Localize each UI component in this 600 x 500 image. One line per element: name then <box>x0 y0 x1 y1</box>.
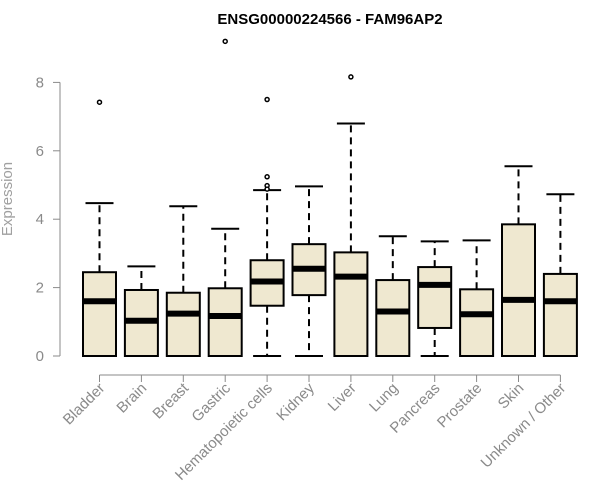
iqr-box <box>417 266 453 329</box>
plot-area <box>82 38 578 358</box>
y-tick-label: 8 <box>36 74 44 91</box>
box-bladder <box>82 99 117 357</box>
x-tick-label: Prostate <box>434 380 486 432</box>
chart-title: ENSG00000224566 - FAM96AP2 <box>217 11 442 28</box>
iqr-box <box>501 223 536 357</box>
iqr-box <box>165 291 201 358</box>
x-tick-label: Liver <box>325 380 360 415</box>
iqr-box <box>459 288 495 357</box>
y-tick-label: 0 <box>36 348 44 365</box>
y-tick-label: 6 <box>36 143 44 160</box>
box-breast <box>165 205 201 358</box>
x-tick-label: Brain <box>113 380 150 417</box>
iqr-box <box>542 272 578 358</box>
y-axis-label: Expression <box>0 162 16 236</box>
box-unknown-other <box>542 193 578 358</box>
outlier-point <box>264 96 270 103</box>
y-tick-label: 4 <box>36 211 44 228</box>
box-kidney <box>291 185 327 357</box>
box-brain <box>123 265 159 357</box>
box-prostate <box>459 239 495 357</box>
outlier-point <box>222 38 228 45</box>
box-hematopoietic-cells <box>249 96 285 357</box>
outlier-point <box>264 174 270 180</box>
x-tick-label: Bladder <box>60 380 109 429</box>
x-tick-label: Lung <box>366 380 402 416</box>
box-liver <box>333 74 369 357</box>
x-tick-label: Breast <box>149 379 192 422</box>
x-tick-label: Kidney <box>273 379 318 424</box>
y-axis: 0 2 4 6 8 <box>36 74 61 365</box>
x-tick-label: Skin <box>495 380 528 413</box>
outlier-point <box>96 99 103 105</box>
iqr-box <box>333 251 369 357</box>
box-gastric <box>207 38 243 357</box>
box-pancreas <box>417 240 453 357</box>
outlier-point <box>264 186 270 192</box>
iqr-box <box>375 279 411 357</box>
iqr-box <box>207 287 243 357</box>
outlier-point <box>348 74 354 80</box>
box-lung <box>375 235 411 357</box>
box-skin <box>501 165 536 357</box>
y-tick-label: 2 <box>36 280 44 297</box>
iqr-box <box>82 271 117 357</box>
